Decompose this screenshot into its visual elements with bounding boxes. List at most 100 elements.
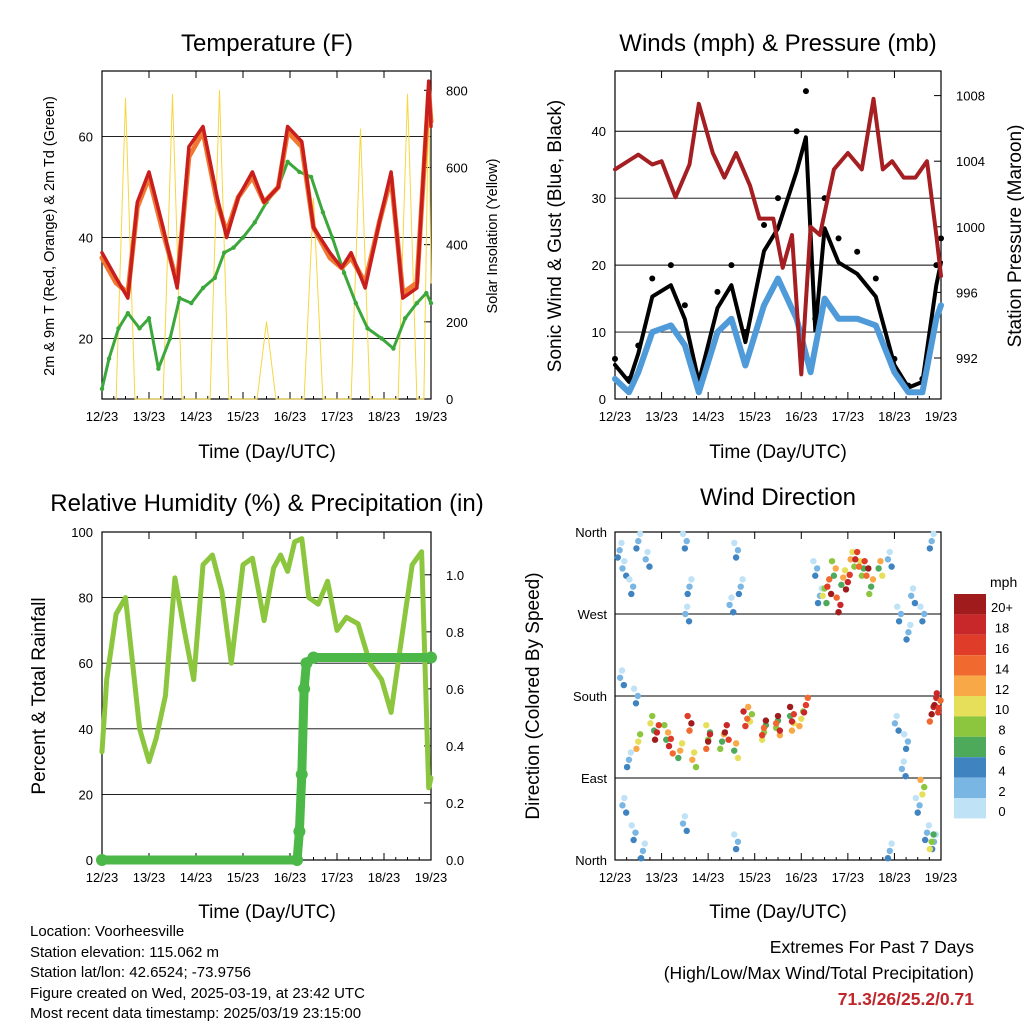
plot-frame (101, 531, 432, 861)
y-tick-label: 60 (79, 656, 93, 671)
direction-point (669, 750, 676, 757)
direction-point (622, 809, 630, 816)
direction-point (921, 610, 928, 618)
wind-point (626, 389, 632, 395)
gust-point (854, 248, 861, 255)
direction-point (884, 854, 892, 862)
direction-point (625, 756, 633, 763)
colorbar-swatch (954, 696, 986, 717)
wind-point (891, 369, 897, 375)
direction-point (630, 685, 638, 692)
direction-point (863, 572, 870, 579)
extremes-legend: (High/Low/Max Wind/Total Precipitation) (663, 963, 974, 983)
direction-point (737, 583, 744, 590)
winds-xlabel: Time (Day/UTC) (709, 442, 847, 463)
direction-point (683, 537, 690, 545)
direction-point (921, 783, 928, 791)
y2-tick-label: 0.0 (446, 853, 464, 868)
direction-point (642, 556, 649, 563)
direction-point (614, 554, 621, 561)
direction-point (866, 590, 873, 598)
direction-point (904, 738, 912, 745)
y-tick-label: 20 (79, 331, 93, 346)
wind-point (635, 369, 641, 375)
direction-point (898, 765, 906, 773)
direction-point (632, 829, 639, 836)
gust-point (612, 355, 618, 362)
direction-point (907, 592, 915, 599)
direction-point (703, 745, 710, 753)
direction-point (664, 729, 672, 736)
y-tick-label: 40 (79, 231, 93, 246)
direction-point (731, 539, 738, 547)
direction-point (679, 820, 687, 827)
gust-point (802, 88, 809, 95)
direction-point (721, 729, 729, 736)
direction-point (667, 735, 675, 743)
x-tick-label: 17/23 (832, 409, 865, 424)
direction-point (704, 738, 712, 745)
gust-band (613, 135, 943, 390)
direction-point (731, 831, 738, 838)
temperature-xlabel: Time (Day/UTC) (198, 442, 336, 463)
direction-point (649, 712, 656, 720)
x-tick-label: 18/23 (878, 409, 911, 424)
gust-point (761, 221, 768, 228)
direction-point (620, 681, 628, 689)
direction-point (635, 537, 642, 545)
direction-point (681, 813, 689, 820)
direction-point (891, 720, 899, 727)
x-tick-label: 19/23 (415, 870, 448, 885)
direction-point (902, 745, 910, 753)
direction-point (855, 563, 863, 570)
direction-point (682, 610, 689, 618)
direction-point (828, 557, 836, 565)
direction-point (926, 845, 934, 853)
temperature-title: Temperature (F) (181, 30, 353, 57)
direction-point (894, 603, 901, 610)
direction-point (819, 592, 826, 599)
y-tick-label: North (575, 853, 607, 868)
dewpoint-line (100, 160, 433, 391)
direction-point (717, 745, 724, 753)
pressure-line (613, 96, 943, 377)
direction-point (837, 601, 844, 609)
humidity-title: Relative Humidity (%) & Precipitation (i… (50, 490, 483, 517)
wind-point (919, 389, 925, 395)
temp-2m-line (100, 79, 433, 300)
direction-point (930, 530, 937, 538)
x-tick-label: 18/23 (878, 870, 911, 885)
y-tick-label: 30 (592, 191, 606, 206)
x-tick-label: 12/23 (86, 870, 119, 885)
y-tick-label: 60 (79, 130, 93, 145)
direction-point (675, 754, 682, 762)
wind-line (612, 275, 944, 396)
direction-point (621, 557, 628, 565)
wind-point (714, 329, 720, 335)
direction-point (634, 692, 642, 700)
direction-point (760, 724, 768, 732)
x-tick-label: 18/23 (368, 409, 401, 424)
direction-point (916, 802, 923, 809)
direction-point (802, 701, 810, 709)
y-tick-label: West (578, 607, 608, 622)
direction-point (684, 712, 691, 720)
x-tick-label: 15/23 (738, 870, 771, 885)
direction-point (692, 763, 700, 771)
wind-point (822, 296, 828, 302)
direction-point (684, 590, 691, 598)
direction-point (776, 727, 784, 734)
wind-point (728, 316, 734, 322)
direction-point (655, 721, 662, 729)
direction-point (884, 556, 892, 563)
direction-point (636, 530, 644, 538)
y-tick-label: 100 (71, 525, 93, 540)
gust-point (681, 302, 688, 309)
direction-point (732, 554, 740, 561)
wind-point (836, 316, 842, 322)
direction-point (841, 567, 849, 574)
direction-point (917, 776, 924, 784)
y2-tick-label: 0.6 (446, 682, 464, 697)
x-tick-label: 14/23 (180, 870, 213, 885)
gust-point (714, 288, 721, 295)
